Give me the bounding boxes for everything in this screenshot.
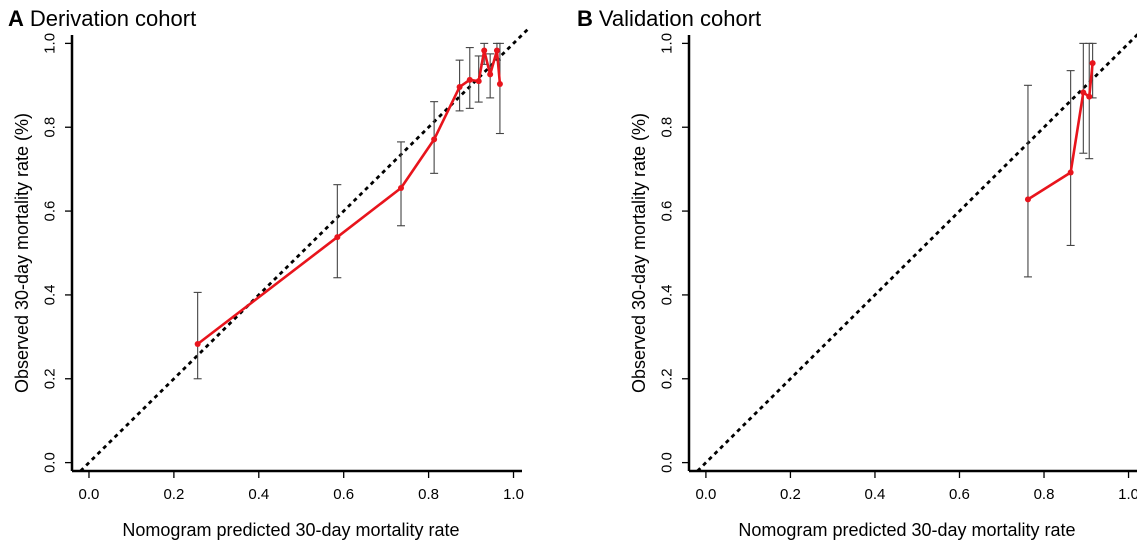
panel-title-text: Derivation cohort <box>29 6 197 31</box>
data-point <box>493 47 500 54</box>
data-point <box>456 83 463 90</box>
y-tick-label: 0.2 <box>659 368 676 389</box>
data-point <box>1067 169 1074 176</box>
error-bar <box>495 42 504 135</box>
data-point <box>1024 196 1031 203</box>
data-point <box>481 47 488 54</box>
x-axis-label: Nomogram predicted 30-day mortality rate <box>122 520 459 540</box>
data-point <box>194 340 201 347</box>
data-point <box>1086 93 1093 100</box>
reference-diagonal <box>696 33 1137 472</box>
error-bar <box>1023 84 1032 278</box>
data-point <box>1080 89 1087 96</box>
data-point <box>475 78 482 85</box>
panel-title: B Validation cohort <box>577 6 761 32</box>
calibration-plot-derivation: 0.0 0.2 0.4 0.6 0.8 1.0 0.0 0.2 0.4 0.6 0.8 1.0 Nomo… <box>12 27 530 540</box>
x-tick-label: 0.6 <box>333 486 354 503</box>
x-tick-label: 0.8 <box>1034 486 1055 503</box>
y-tick-label: 0.6 <box>42 201 59 222</box>
x-tick-label: 1.0 <box>1118 486 1137 503</box>
y-tick-label: 0.8 <box>659 117 676 138</box>
y-tick-label: 0.4 <box>659 284 676 305</box>
y-tick-label: 0.0 <box>659 452 676 473</box>
x-tick-label: 0.2 <box>780 486 801 503</box>
y-tick-label: 0.8 <box>42 117 59 138</box>
error-bar <box>1066 70 1075 247</box>
data-point <box>398 185 405 192</box>
error-bar <box>397 141 406 227</box>
x-tick-label: 0.4 <box>865 486 886 503</box>
error-bar <box>193 291 202 380</box>
panel-validation-cohort: B Validation cohort 0.0 0.2 0.4 0.6 0.8 1.0 0.0… <box>569 0 1137 547</box>
data-point <box>466 76 473 83</box>
x-tick-label: 0.0 <box>79 486 100 503</box>
x-tick-label: 0.8 <box>418 486 439 503</box>
y-tick-label: 0.6 <box>659 201 676 222</box>
y-tick-label: 0.4 <box>42 284 59 305</box>
y-axis-label: Observed 30-day mortality rate (%) <box>629 113 649 393</box>
y-tick-label: 0.0 <box>42 452 59 473</box>
calibration-plot-validation: 0.0 0.2 0.4 0.6 0.8 1.0 0.0 0.2 0.4 0.6 0.8 1.0 Nomo… <box>629 33 1137 540</box>
y-tick-label: 1.0 <box>659 33 676 54</box>
calibration-line <box>196 49 502 346</box>
x-tick-label: 0.6 <box>949 486 970 503</box>
x-tick-label: 0.2 <box>163 486 184 503</box>
data-point <box>431 136 438 143</box>
x-tick-label: 1.0 <box>503 486 524 503</box>
panel-title: A Derivation cohort <box>8 6 196 32</box>
y-axis-label: Observed 30-day mortality rate (%) <box>12 113 32 393</box>
panel-derivation-cohort: A Derivation cohort 0.0 0.2 0.4 0.6 0.8 1.0 0.0… <box>0 0 568 547</box>
y-tick-label: 1.0 <box>42 33 59 54</box>
y-tick-label: 0.2 <box>42 368 59 389</box>
data-point <box>334 234 341 241</box>
data-point <box>1089 60 1096 67</box>
x-tick-label: 0.4 <box>248 486 269 503</box>
data-point <box>496 81 503 88</box>
panel-letter: A <box>8 6 24 31</box>
panel-letter: B <box>577 6 593 31</box>
error-bar <box>333 184 342 279</box>
data-point <box>487 71 494 78</box>
panel-title-text: Validation cohort <box>598 6 762 31</box>
x-axis-label: Nomogram predicted 30-day mortality rate <box>738 520 1075 540</box>
x-tick-label: 0.0 <box>695 486 716 503</box>
reference-diagonal <box>79 27 530 472</box>
